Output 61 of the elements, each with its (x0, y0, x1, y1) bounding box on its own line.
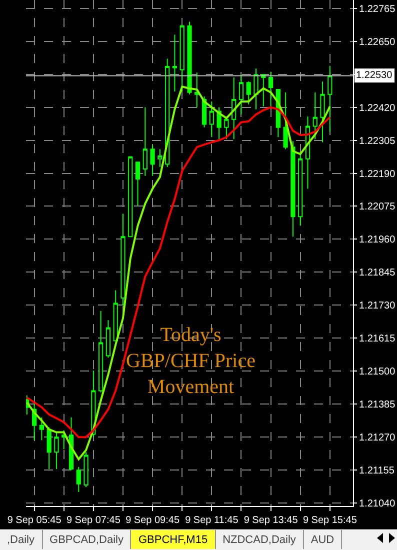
candlestick (172, 34, 178, 92)
annotation: Today's GBP/CHF Price Movement (126, 324, 256, 398)
x-tick-label: 9 Sep 13:45 (244, 515, 298, 526)
y-tick-label: 1.21845 (359, 268, 396, 279)
candlestick (84, 452, 88, 488)
text: ,Daily (0, 530, 43, 549)
text: GBPCAD,Daily (42, 530, 132, 549)
candlestick (194, 72, 200, 108)
candlestick (224, 116, 229, 140)
y-tick-label: 1.21730 (359, 300, 396, 312)
x-tick-label: 9 Sep 11:45 (185, 515, 239, 526)
candlestick (46, 426, 52, 470)
candlestick (209, 101, 214, 138)
y-tick-label: 1.21500 (359, 366, 396, 378)
candlestick (98, 310, 104, 393)
candlestick (113, 290, 118, 342)
candlestick (290, 140, 296, 238)
candlestick (268, 71, 274, 108)
candlestick (238, 74, 244, 115)
text: GBPCHF,M15 (131, 530, 216, 549)
y-tick-label: 1.21960 (359, 234, 396, 246)
y-tick-label: 1.22305 (359, 136, 396, 147)
candlestick (298, 152, 303, 226)
y-tick-label: 1.22190 (359, 168, 396, 180)
candlestick (283, 92, 288, 150)
candlestick (187, 21, 192, 95)
candlestick (232, 76, 236, 140)
candlestick (261, 74, 266, 107)
candlestick (320, 80, 325, 143)
y-tick-label: 1.22075 (359, 202, 396, 213)
candlestick (128, 156, 133, 238)
y-tick-label: 1.22650 (359, 36, 396, 48)
candlestick (246, 80, 251, 105)
candlestick (158, 148, 162, 168)
y-tick-label: 1.21155 (359, 466, 395, 477)
candlestick (62, 430, 66, 450)
y-tick-label: 1.22420 (359, 102, 396, 114)
text: AUD (304, 530, 342, 549)
y-tick-label: 1.22765 (359, 4, 396, 15)
y-tick-label: 1.21615 (359, 334, 396, 345)
y-tick-label: 1.21385 (359, 400, 396, 411)
y-tick-label: 1.21270 (359, 432, 396, 444)
candlestick (39, 416, 44, 441)
candlestick (142, 106, 148, 176)
x-tick-label: 9 Sep 07:45 (66, 515, 121, 526)
x-tick-label: 9 Sep 09:45 (126, 515, 180, 526)
candlestick (54, 432, 59, 470)
candlestick (135, 162, 140, 206)
candlestick (76, 466, 81, 492)
candlestick (120, 213, 126, 306)
candlestick (106, 320, 111, 358)
candlestick (180, 24, 184, 92)
candlestick (328, 65, 332, 133)
candlestick (150, 144, 155, 176)
text: NZDCAD,Daily (216, 530, 304, 549)
ref-line-label: 1.22530 (356, 70, 393, 81)
x-tick-label: 9 Sep 15:45 (302, 515, 358, 526)
candlestick (254, 68, 258, 110)
x-tick-label: 9 Sep 05:45 (7, 515, 62, 526)
candlestick (312, 92, 318, 140)
y-tick-label: 1.21040 (359, 498, 396, 510)
